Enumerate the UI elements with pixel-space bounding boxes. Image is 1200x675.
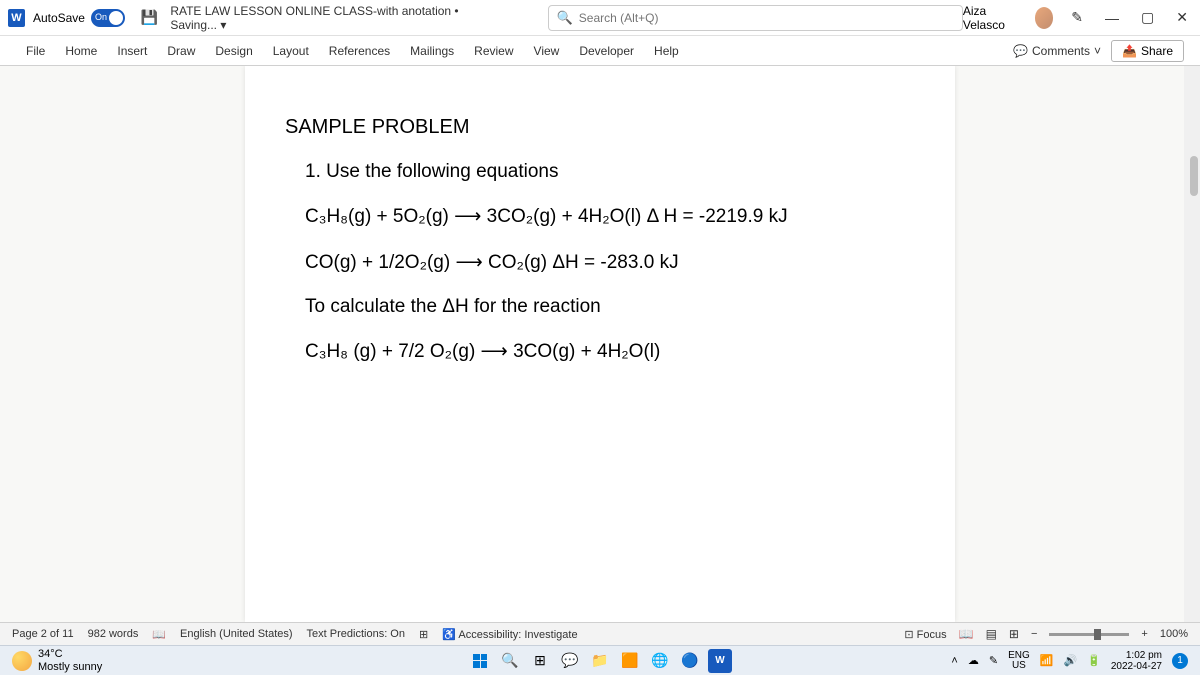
zoom-out[interactable]: − bbox=[1031, 628, 1037, 640]
maximize-button[interactable]: ▢ bbox=[1137, 5, 1158, 30]
doc-line-1: 1. Use the following equations bbox=[305, 159, 915, 186]
tab-home[interactable]: Home bbox=[55, 38, 107, 64]
avatar[interactable] bbox=[1035, 7, 1054, 29]
tab-file[interactable]: File bbox=[16, 38, 55, 64]
share-button[interactable]: 📤 Share bbox=[1111, 40, 1184, 62]
display-settings-icon[interactable]: ⊞ bbox=[419, 628, 428, 641]
input-indicator-icon[interactable]: ✎ bbox=[989, 654, 998, 667]
document-title[interactable]: RATE LAW LESSON ONLINE CLASS-with anotat… bbox=[170, 4, 497, 32]
start-button[interactable] bbox=[468, 649, 492, 673]
clock[interactable]: 1:02 pm 2022-04-27 bbox=[1111, 650, 1162, 672]
word-taskbar-icon[interactable]: W bbox=[708, 649, 732, 673]
doc-equation-2: CO(g) + 1/2O₂(g) ⟶ CO₂(g) ΔH = -283.0 kJ bbox=[305, 248, 915, 278]
browser-icon[interactable]: 🌐 bbox=[648, 649, 672, 673]
doc-heading: SAMPLE PROBLEM bbox=[285, 116, 915, 139]
office-icon[interactable]: 🟧 bbox=[618, 649, 642, 673]
taskbar-search-icon[interactable]: 🔍 bbox=[498, 649, 522, 673]
doc-equation-1: C₃H₈(g) + 5O₂(g) ⟶ 3CO₂(g) + 4H₂O(l) Δ H… bbox=[305, 202, 915, 232]
save-icon[interactable]: 💾 bbox=[141, 9, 158, 26]
tab-help[interactable]: Help bbox=[644, 38, 689, 64]
onedrive-icon[interactable]: ☁ bbox=[968, 654, 979, 667]
tab-view[interactable]: View bbox=[524, 38, 570, 64]
close-button[interactable]: ✕ bbox=[1172, 5, 1192, 30]
language-indicator[interactable]: English (United States) bbox=[180, 628, 293, 640]
notification-badge[interactable]: 1 bbox=[1172, 653, 1188, 669]
doc-equation-3: C₃H₈ (g) + 7/2 O₂(g) ⟶ 3CO(g) + 4H₂O(l) bbox=[305, 337, 915, 367]
share-icon: 📤 bbox=[1122, 44, 1137, 58]
user-name[interactable]: Aiza Velasco bbox=[963, 4, 1021, 32]
autosave-label: AutoSave bbox=[33, 11, 85, 25]
scrollbar-track[interactable] bbox=[1184, 66, 1200, 622]
autosave-toggle[interactable]: On bbox=[91, 9, 125, 27]
title-bar: W AutoSave On 💾 RATE LAW LESSON ONLINE C… bbox=[0, 0, 1200, 36]
focus-mode[interactable]: ⊡ Focus bbox=[904, 628, 946, 641]
search-box[interactable]: 🔍 bbox=[548, 5, 963, 31]
edge-icon[interactable]: 🔵 bbox=[678, 649, 702, 673]
search-icon: 🔍 bbox=[557, 10, 573, 26]
battery-icon[interactable]: 🔋 bbox=[1087, 654, 1101, 667]
taskbar: 34°C Mostly sunny 🔍 ⊞ 💬 📁 🟧 🌐 🔵 W ˄ ☁ ✎ … bbox=[0, 645, 1200, 675]
tab-layout[interactable]: Layout bbox=[263, 38, 319, 64]
tab-developer[interactable]: Developer bbox=[569, 38, 644, 64]
volume-icon[interactable]: 🔊 bbox=[1063, 654, 1077, 667]
text-predictions[interactable]: Text Predictions: On bbox=[307, 628, 405, 640]
language-switcher[interactable]: ENG US bbox=[1008, 651, 1030, 671]
status-bar: Page 2 of 11 982 words 📖 English (United… bbox=[0, 622, 1200, 645]
sun-icon bbox=[12, 651, 32, 671]
task-view-icon[interactable]: ⊞ bbox=[528, 649, 552, 673]
zoom-in[interactable]: + bbox=[1141, 628, 1147, 640]
print-layout-icon[interactable]: ▤ bbox=[986, 627, 997, 641]
tab-draw[interactable]: Draw bbox=[157, 38, 205, 64]
tab-review[interactable]: Review bbox=[464, 38, 523, 64]
page-indicator[interactable]: Page 2 of 11 bbox=[12, 628, 74, 640]
read-mode-icon[interactable]: 📖 bbox=[959, 627, 974, 641]
explorer-icon[interactable]: 📁 bbox=[588, 649, 612, 673]
document-area: SAMPLE PROBLEM 1. Use the following equa… bbox=[0, 66, 1200, 622]
scrollbar-thumb[interactable] bbox=[1190, 156, 1198, 196]
wifi-icon[interactable]: 📶 bbox=[1040, 654, 1054, 667]
zoom-slider[interactable] bbox=[1049, 633, 1129, 636]
web-layout-icon[interactable]: ⊞ bbox=[1009, 627, 1019, 641]
ribbon-tabs: File Home Insert Draw Design Layout Refe… bbox=[0, 36, 1200, 66]
accessibility-status[interactable]: ♿ Accessibility: Investigate bbox=[442, 628, 577, 641]
comments-button[interactable]: 💬 Comments ˅ bbox=[1013, 44, 1101, 58]
tab-design[interactable]: Design bbox=[205, 38, 262, 64]
spell-check-icon[interactable]: 📖 bbox=[152, 628, 166, 641]
weather-widget[interactable]: 34°C Mostly sunny bbox=[12, 648, 102, 672]
chevron-down-icon: ˅ bbox=[1094, 44, 1101, 58]
word-app-icon: W bbox=[8, 9, 25, 27]
tab-mailings[interactable]: Mailings bbox=[400, 38, 464, 64]
tab-insert[interactable]: Insert bbox=[107, 38, 157, 64]
zoom-level[interactable]: 100% bbox=[1160, 628, 1188, 640]
tab-references[interactable]: References bbox=[319, 38, 400, 64]
document-page[interactable]: SAMPLE PROBLEM 1. Use the following equa… bbox=[245, 66, 955, 622]
search-input[interactable] bbox=[579, 11, 954, 25]
ribbon-display-icon[interactable]: ✎ bbox=[1067, 5, 1087, 30]
word-count[interactable]: 982 words bbox=[88, 628, 139, 640]
doc-line-2: To calculate the ΔH for the reaction bbox=[305, 294, 915, 321]
tray-chevron-icon[interactable]: ˄ bbox=[951, 655, 957, 667]
chat-icon[interactable]: 💬 bbox=[558, 649, 582, 673]
minimize-button[interactable]: — bbox=[1101, 6, 1123, 30]
comment-icon: 💬 bbox=[1013, 44, 1028, 58]
